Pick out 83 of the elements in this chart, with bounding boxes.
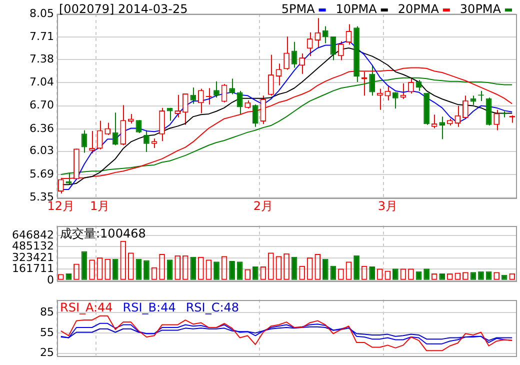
y-tick-label: 161711 (12, 262, 54, 276)
chart-title: [002079] 2014-03-25 (59, 2, 188, 16)
y-tick-label: 25 (40, 346, 54, 360)
candlestick (439, 116, 446, 140)
legend-label: 5PMA (281, 2, 316, 16)
candlestick (81, 130, 88, 154)
candlestick (174, 94, 180, 118)
x-tick-label: 1月 (90, 198, 110, 213)
y-tick-label: 7.04 (30, 76, 54, 89)
candlestick (236, 90, 243, 116)
bar (424, 268, 430, 280)
candlestick (206, 88, 212, 105)
candlestick (284, 36, 290, 70)
candlestick (306, 32, 313, 57)
candlestick (268, 54, 274, 96)
bar (392, 268, 398, 280)
bar (144, 260, 150, 280)
bar (354, 255, 360, 280)
x-tick-label: 3月 (378, 198, 398, 213)
candlestick (314, 18, 321, 48)
bar (330, 266, 336, 280)
y-tick-label: 6.03 (30, 144, 54, 158)
y-tick-label: 7.71 (30, 30, 54, 43)
candlestick (338, 40, 344, 61)
bar (252, 266, 258, 280)
candlestick (392, 92, 398, 110)
bar (136, 258, 142, 280)
bar (369, 266, 375, 280)
bar (229, 260, 235, 280)
bar (214, 262, 220, 280)
candlestick (322, 26, 328, 44)
candlestick (291, 41, 298, 68)
y-tick-label: 5.69 (30, 167, 54, 180)
candlestick (112, 112, 118, 146)
candlestick (494, 109, 500, 131)
y-tick-label: 0 (47, 273, 54, 286)
y-tick-label: 7.38 (30, 52, 54, 66)
y-tick-label: 485132 (12, 240, 54, 253)
candlestick (252, 104, 258, 128)
bar (166, 260, 173, 280)
candlestick (384, 84, 391, 101)
bar (190, 256, 196, 280)
candlestick (182, 93, 188, 126)
candlestick (462, 95, 468, 120)
y-tick-label: 6.36 (30, 122, 54, 135)
bar (112, 258, 118, 280)
y-tick-label: 646842 (12, 228, 54, 242)
candlestick (190, 86, 196, 104)
x-tick-label: 2月 (253, 198, 273, 213)
candlestick (221, 84, 228, 103)
candlestick (229, 78, 235, 95)
y-tick-label: 6.70 (30, 98, 54, 112)
candlestick (361, 71, 368, 96)
candlestick (501, 110, 508, 118)
candlestick (299, 52, 305, 74)
candlestick (260, 95, 266, 125)
bar (322, 258, 328, 280)
bar (291, 256, 298, 280)
y-tick-label: 323421 (12, 250, 54, 264)
candlestick (159, 107, 165, 142)
candlestick (198, 88, 204, 114)
bar (236, 262, 243, 280)
legend-label: 10PMA (336, 2, 378, 16)
candlestick (136, 120, 142, 134)
candlestick (151, 138, 158, 148)
candlestick (346, 24, 352, 46)
y-tick-label: 55 (40, 326, 54, 339)
y-tick-label: 85 (40, 305, 54, 318)
bar (81, 251, 88, 280)
candlestick (330, 36, 336, 61)
candlestick (128, 113, 134, 124)
series-label: 成交量:100468 (60, 226, 146, 241)
candlestick (120, 104, 126, 146)
candlestick (276, 63, 282, 86)
legend-label: 30PMA (460, 2, 502, 16)
legend-label: 20PMA (398, 2, 440, 16)
y-tick-label: 8.05 (30, 6, 54, 20)
candlestick (214, 80, 220, 98)
series-label: RSI_C:48 (186, 300, 240, 315)
series-label: RSI_A:44 (60, 300, 113, 315)
series-label: RSI_B:44 (122, 300, 176, 315)
candlestick (408, 78, 414, 94)
candlestick (431, 114, 438, 129)
